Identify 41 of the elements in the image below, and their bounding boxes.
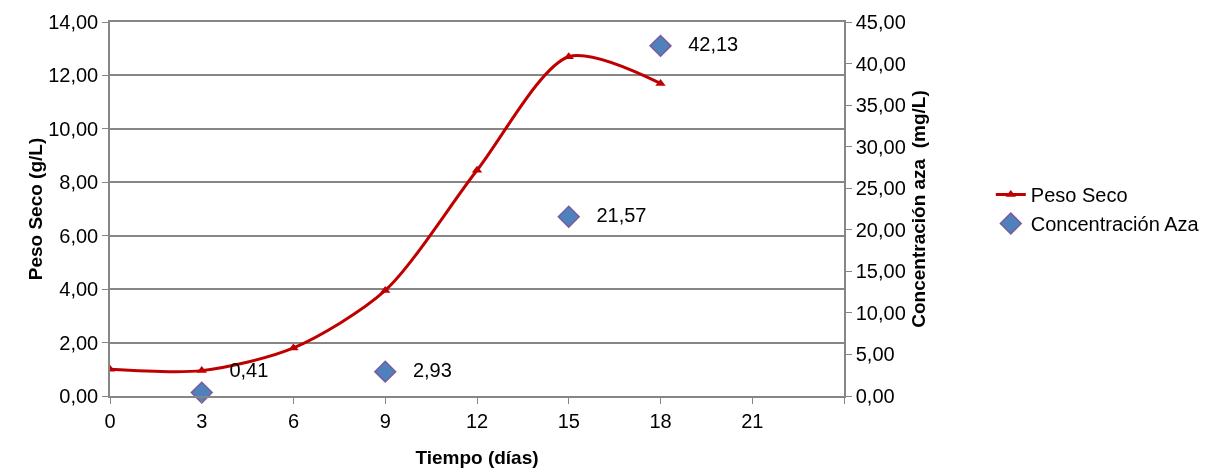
- point: [649, 34, 672, 57]
- legend-label: Peso Seco: [1030, 184, 1128, 207]
- x-axis-title: Tiempo (días): [415, 446, 539, 468]
- point: [190, 381, 213, 404]
- y2-tick-label: 25,00: [855, 177, 906, 200]
- y-tick-label: 14,00: [48, 11, 99, 33]
- y-tick-label: 0,00: [59, 385, 99, 407]
- data-label: 21,57: [579, 203, 647, 226]
- y2-tick-label: 45,00: [855, 11, 906, 33]
- y-tick-label: 10,00: [48, 117, 99, 140]
- y-tick-label: 8,00: [59, 171, 99, 194]
- y-tick-label: 2,00: [59, 331, 99, 354]
- data-label: 2,93: [396, 358, 452, 381]
- y2-tick-label: 0,00: [855, 385, 895, 407]
- y-tick-label: 4,00: [59, 278, 99, 301]
- y2-tick-label: 5,00: [855, 343, 895, 366]
- x-tick-label: 0: [104, 409, 116, 432]
- x-tick-label: 12: [465, 409, 489, 432]
- y-axis-title: Peso Seco (g/L): [25, 137, 47, 281]
- y2-tick-label: 40,00: [855, 52, 906, 75]
- y2-tick-label: 20,00: [855, 218, 906, 241]
- y2-tick-label: 35,00: [855, 94, 906, 117]
- x-tick-label: 6: [287, 409, 300, 432]
- x-tick-label: 15: [557, 409, 580, 432]
- x-tick-label: 9: [379, 409, 391, 432]
- y2-tick-label: 30,00: [855, 135, 906, 158]
- x-tick-label: 18: [649, 409, 672, 432]
- point: [557, 205, 580, 228]
- x-tick-label: 21: [741, 409, 764, 432]
- x-tick-label: 3: [196, 409, 208, 432]
- y2-tick-label: 10,00: [855, 301, 906, 324]
- y-tick-label: 6,00: [59, 224, 99, 247]
- data-label: 42,13: [671, 32, 739, 55]
- legend-label: Concentración Aza: [1030, 213, 1200, 236]
- point: [655, 78, 666, 86]
- point: [374, 360, 397, 383]
- point: [380, 285, 391, 293]
- y-tick-label: 12,00: [48, 64, 99, 87]
- data-label: 0,41: [212, 358, 269, 381]
- y2-axis-title: Concentración aza (mg/L): [907, 90, 929, 328]
- y2-tick-label: 15,00: [855, 260, 906, 283]
